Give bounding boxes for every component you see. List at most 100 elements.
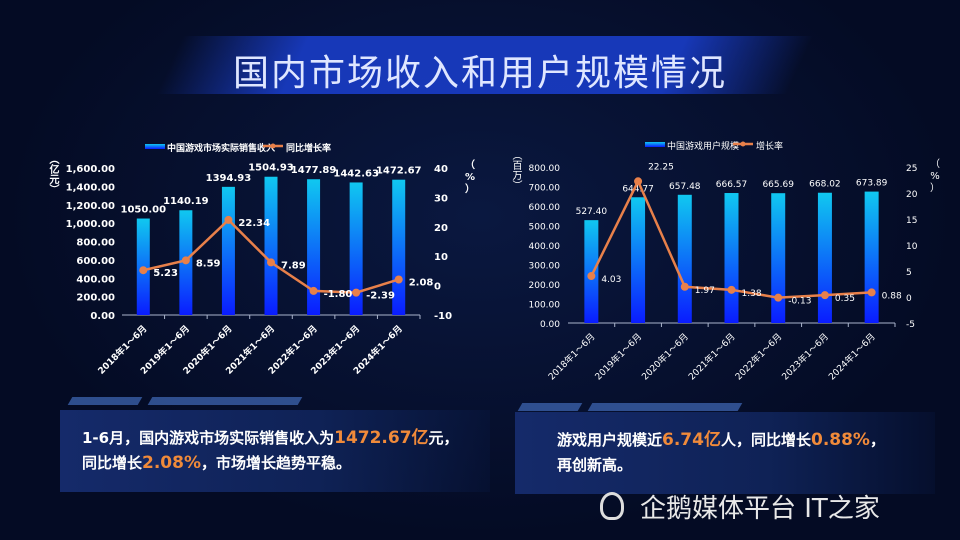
y-tick-label: 0.00	[90, 311, 115, 322]
summary-text: 游戏用户规模近	[557, 431, 663, 449]
bar	[584, 220, 599, 323]
y2-tick-label: 10	[434, 252, 448, 263]
y2-tick-label: 0	[434, 282, 441, 293]
growth-data-label: 7.89	[281, 260, 306, 271]
bar-data-label: 1394.93	[206, 173, 252, 184]
bar	[631, 197, 646, 323]
bar	[307, 179, 321, 315]
legend-label: 中国游戏用户规模	[667, 140, 739, 152]
growth-data-label: 4.03	[601, 275, 621, 285]
bar-data-label: 668.02	[809, 180, 841, 190]
bar-data-label: 1050.00	[121, 205, 167, 216]
y2-axis-title: （	[930, 158, 940, 170]
bar	[724, 193, 739, 323]
y2-axis-title: ）	[465, 182, 475, 195]
legend-label: 中国游戏市场实际销售收入	[167, 142, 275, 154]
x-tick-label: 2022年1～6月	[732, 331, 784, 383]
summary-text: 同比增长	[82, 454, 143, 472]
bar-data-label: 527.40	[576, 207, 608, 217]
bar	[771, 193, 786, 323]
y-tick-label: 500.00	[529, 223, 561, 233]
bar	[864, 191, 879, 323]
bar-data-label: 1477.89	[291, 165, 337, 176]
x-tick-label: 2023年1～6月	[779, 331, 831, 383]
growth-data-label: 1.97	[695, 286, 715, 296]
bar-data-label: 657.48	[669, 182, 701, 192]
y2-axis-title: ）	[930, 182, 940, 194]
y-tick-label: 100.00	[529, 301, 561, 311]
bar	[349, 182, 363, 315]
growth-point	[727, 285, 736, 294]
y-tick-label: 0.00	[540, 320, 560, 330]
y-tick-label: 1,200.00	[66, 201, 115, 212]
watermark: 企鹅媒体平台 IT之家	[640, 494, 880, 524]
y-tick-label: 200.00	[529, 281, 561, 291]
growth-data-label: 22.34	[238, 218, 270, 229]
x-tick-label: 2024年1～6月	[826, 331, 878, 383]
bar	[264, 176, 278, 315]
growth-point	[139, 266, 148, 275]
y2-tick-label: 40	[434, 164, 448, 175]
y-tick-label: 600.00	[529, 203, 561, 213]
y-tick-label: 300.00	[529, 262, 561, 272]
legend-label: 同比增长率	[286, 142, 331, 154]
growth-point	[267, 258, 275, 267]
growth-point	[181, 256, 190, 265]
growth-point	[309, 286, 318, 295]
legend-line-marker	[740, 141, 746, 147]
y2-tick-label: -10	[434, 311, 452, 322]
decor-strip	[67, 397, 143, 405]
page-title: 国内市场收入和用户规模情况	[232, 53, 727, 94]
bar	[817, 192, 832, 323]
x-tick-label: 2020年1～6月	[639, 331, 691, 383]
y2-tick-label: 0	[906, 294, 912, 304]
y2-axis-title: （	[465, 158, 475, 171]
x-tick-label: 2021年1～6月	[686, 331, 738, 383]
highlight-growth: 2.08%	[142, 453, 201, 473]
y2-axis-title: %	[930, 171, 940, 182]
legend-line-marker	[270, 143, 276, 149]
summary-text: ，	[869, 431, 885, 449]
y-tick-label: 200.00	[76, 293, 115, 304]
summary-text: 元，	[428, 429, 459, 447]
growth-data-label: 1.38	[742, 289, 762, 299]
y2-tick-label: 25	[906, 164, 917, 174]
summary-text: 再创新高。	[557, 456, 633, 474]
y-tick-label: 800.00	[76, 238, 115, 249]
y-tick-label: 600.00	[76, 256, 115, 267]
growth-point	[394, 275, 403, 284]
bar-data-label: 1140.19	[163, 196, 209, 207]
growth-data-label: 2.08	[409, 277, 434, 288]
legend-label: 增长率	[756, 140, 783, 152]
y-tick-label: 700.00	[529, 184, 561, 194]
growth-data-label: 22.25	[648, 162, 674, 172]
y-axis-title-revenue: （亿元）	[47, 154, 58, 194]
growth-point	[774, 293, 783, 302]
highlight-growth: 0.88%	[810, 430, 870, 450]
decor-strip	[147, 397, 303, 405]
growth-point	[587, 272, 596, 281]
growth-data-label: 0.35	[835, 294, 855, 304]
y-tick-label: 400.00	[76, 274, 115, 285]
bar	[677, 194, 692, 323]
growth-data-label: 8.59	[196, 258, 221, 269]
bar-data-label: 644.77	[622, 184, 654, 194]
penguin-icon	[600, 492, 624, 520]
growth-point	[352, 288, 361, 297]
y-tick-label: 1,600.00	[66, 164, 115, 175]
growth-data-label: -2.39	[366, 291, 395, 302]
summary-text: 1-6月，国内游戏市场实际销售收入为	[82, 429, 335, 447]
growth-point	[867, 288, 876, 297]
y2-axis-title: %	[465, 172, 475, 183]
y-tick-label: 800.00	[529, 164, 561, 174]
growth-point	[634, 177, 643, 186]
bar-data-label: 1442.63	[333, 168, 379, 179]
bar-data-label: 1504.93	[248, 163, 294, 174]
bar-data-label: 1472.67	[376, 166, 422, 177]
growth-data-label: -0.13	[788, 297, 811, 307]
y2-tick-label: 15	[906, 216, 917, 226]
legend-bar-swatch	[645, 142, 665, 147]
summary-right: 游戏用户规模近6.74亿人，同比增长0.88%， 再创新高。	[515, 412, 935, 494]
summary-text: 人，同比增长	[720, 431, 811, 449]
y2-tick-label: 30	[434, 193, 448, 204]
